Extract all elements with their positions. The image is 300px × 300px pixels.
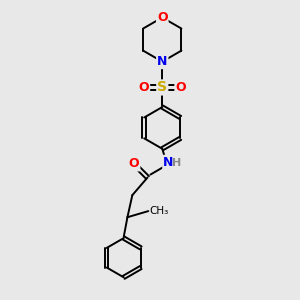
Text: H: H	[172, 158, 181, 169]
Text: N: N	[163, 156, 174, 169]
Text: O: O	[176, 81, 186, 94]
Text: CH₃: CH₃	[149, 206, 169, 216]
Text: O: O	[157, 11, 168, 24]
Text: N: N	[157, 55, 167, 68]
Text: S: S	[157, 80, 167, 94]
Text: O: O	[139, 81, 149, 94]
Text: O: O	[129, 158, 140, 170]
